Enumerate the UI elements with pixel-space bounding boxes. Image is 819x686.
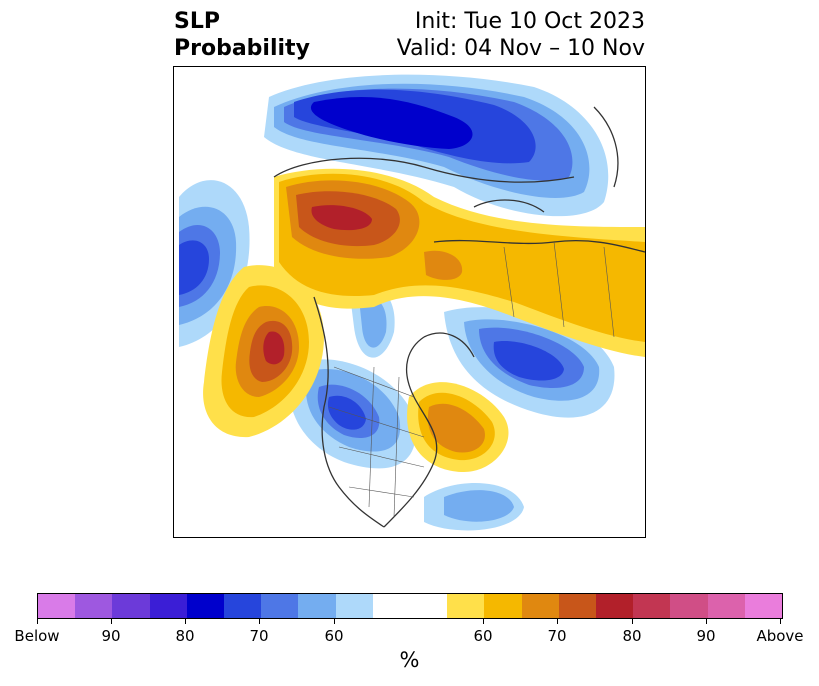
colorbar-swatch [38, 594, 76, 618]
colorbar-tick-label: 80 [175, 627, 195, 645]
colorbar-tick-label: 90 [696, 627, 716, 645]
colorbar-swatch [112, 594, 150, 618]
colorbar-swatch [261, 594, 299, 618]
colorbar-swatch [558, 594, 597, 618]
colorbar [37, 593, 783, 619]
title-left: SLP Probability [174, 8, 310, 62]
borders [328, 241, 615, 518]
colorbar-label: % [399, 648, 420, 672]
colorbar-swatch [521, 594, 559, 618]
colorbar-swatch [633, 594, 671, 618]
colorbar-tick [259, 618, 260, 624]
colorbar-tick-label: 80 [622, 627, 642, 645]
colorbar-swatch [410, 594, 448, 618]
red-anomaly-areas [263, 205, 372, 365]
colorbar-swatch [186, 594, 225, 618]
colorbar-swatch [484, 594, 522, 618]
colorbar-tick-label: 90 [101, 627, 121, 645]
colorbar-tick-label: Above [756, 627, 804, 645]
title-variable: SLP [174, 9, 220, 34]
colorbar-tick-label: 60 [473, 627, 493, 645]
colorbar-tick [111, 618, 112, 624]
colorbar-swatch [372, 594, 411, 618]
colorbar-swatch [447, 594, 485, 618]
colorbar-swatch [744, 594, 783, 618]
deepest-blue-anomaly-areas [310, 97, 473, 149]
colorbar-tick [780, 618, 781, 624]
title-type: Probability [174, 36, 310, 61]
colorbar-tick-label: 70 [249, 627, 269, 645]
colorbar-tick [706, 618, 707, 624]
init-date: Init: Tue 10 Oct 2023 [414, 9, 645, 34]
colorbar-tick [632, 618, 633, 624]
probability-map [179, 74, 645, 531]
colorbar-tick [185, 618, 186, 624]
title-right: Init: Tue 10 Oct 2023 Valid: 04 Nov – 10… [397, 8, 645, 62]
coastlines [273, 106, 645, 528]
colorbar-tick [557, 618, 558, 624]
colorbar-tick-label: 70 [547, 627, 567, 645]
colorbar-tick [334, 618, 335, 624]
valid-range: Valid: 04 Nov – 10 Nov [396, 36, 645, 61]
colorbar-swatch [335, 594, 373, 618]
colorbar-tick [483, 618, 484, 624]
colorbar-tick-label: Below [14, 627, 60, 645]
colorbar-swatch [707, 594, 745, 618]
colorbar-swatch [75, 594, 113, 618]
colorbar-tick [37, 618, 38, 624]
map-panel [173, 66, 646, 538]
colorbar-swatch [298, 594, 336, 618]
colorbar-tick-label: 60 [324, 627, 344, 645]
colorbar-swatch [596, 594, 634, 618]
colorbar-swatch [149, 594, 187, 618]
colorbar-swatch [224, 594, 262, 618]
colorbar-swatch [670, 594, 708, 618]
